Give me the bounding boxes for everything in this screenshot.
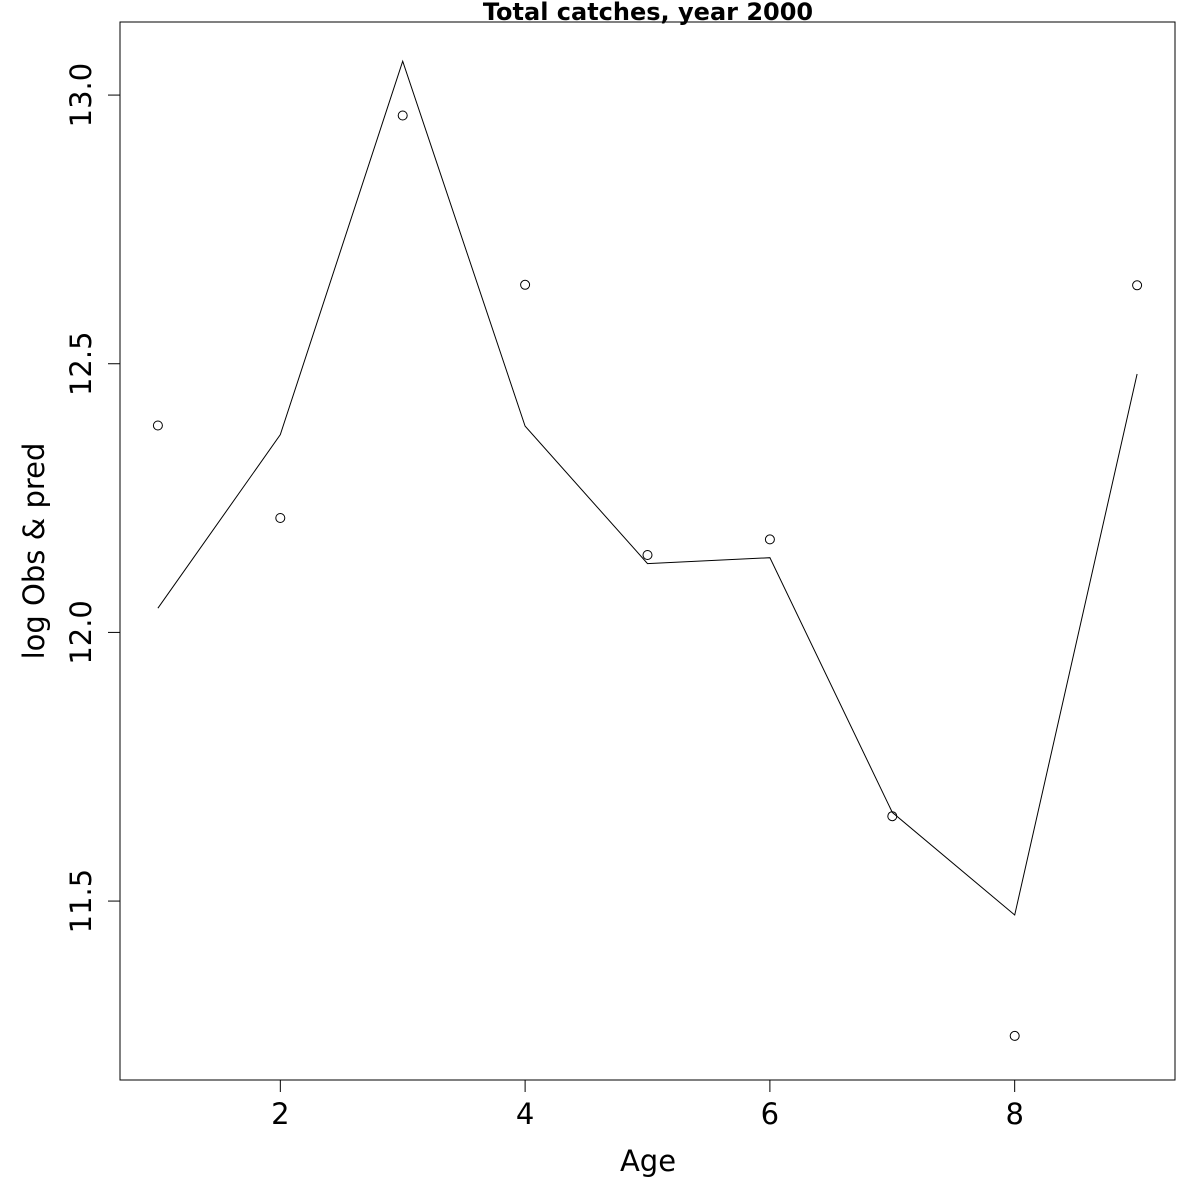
x-axis-label: Age — [620, 1144, 676, 1178]
observed-point — [642, 550, 653, 560]
observed-point — [397, 110, 408, 121]
y-axis: 11.5 12.0 12.5 13.0 — [64, 63, 121, 934]
y-axis-label: log Obs & pred — [17, 443, 51, 660]
predicted-line — [157, 59, 1138, 916]
x-axis: 2 4 6 8 — [271, 1079, 1024, 1131]
observed-point — [152, 420, 163, 431]
observed-point — [275, 513, 286, 523]
x-tick-label: 8 — [1005, 1097, 1023, 1131]
y-tick-label: 13.0 — [64, 63, 98, 128]
observed-point — [1009, 1030, 1020, 1041]
series-layer — [152, 59, 1143, 1041]
y-tick-label: 12.5 — [64, 331, 98, 396]
y-tick-label: 11.5 — [64, 869, 98, 934]
observed-point — [1132, 280, 1143, 291]
y-tick-label: 12.0 — [64, 600, 98, 665]
observed-point — [520, 279, 531, 290]
x-tick-label: 2 — [271, 1097, 289, 1131]
x-tick-label: 6 — [761, 1097, 779, 1131]
x-tick-label: 4 — [516, 1097, 534, 1131]
observed-point — [764, 534, 775, 545]
